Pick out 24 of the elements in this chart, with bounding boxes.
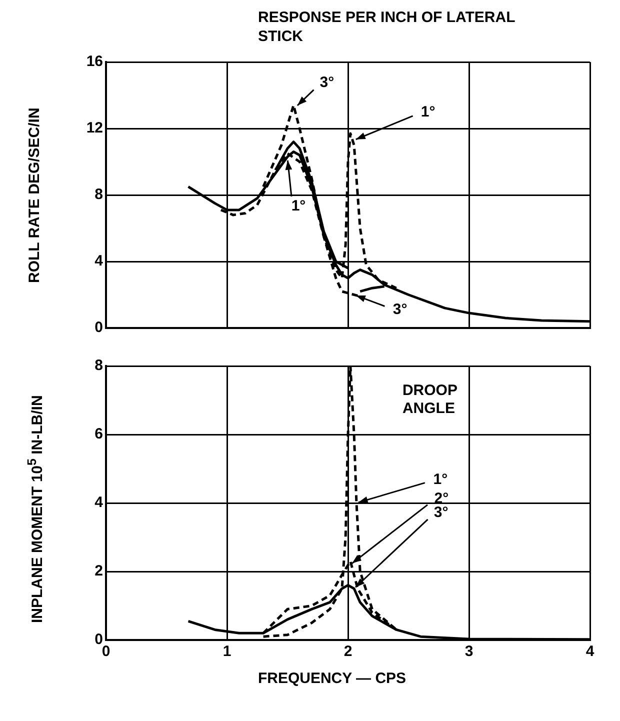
annotation: 3° xyxy=(434,504,448,521)
y-tick-label: 4 xyxy=(94,252,104,270)
y-tick-label: 8 xyxy=(94,186,103,204)
y-tick-label: 8 xyxy=(94,357,103,374)
x-tick-label: 3 xyxy=(464,643,474,660)
chart-title: RESPONSE PER INCH OF LATERAL STICK xyxy=(258,8,516,47)
x-tick-label: 2 xyxy=(344,643,352,660)
annotation: 1° xyxy=(433,471,448,488)
y-tick-label: 16 xyxy=(86,53,103,70)
x-tick-label: 4 xyxy=(586,643,595,660)
annotation: 1° xyxy=(420,103,436,120)
annotation: 3° xyxy=(320,74,334,92)
x-axis-title: FREQUENCY — CPS xyxy=(256,670,408,687)
y-tick-label: 6 xyxy=(94,426,103,443)
annotation: 1° xyxy=(291,198,306,215)
annotation: DROOP ANGLE xyxy=(402,382,458,418)
y-tick-label: 2 xyxy=(94,562,103,580)
y-tick-label: 12 xyxy=(86,120,103,137)
x-tick-label: 1 xyxy=(222,643,232,660)
y-tick-label: 4 xyxy=(94,494,104,512)
annotation: 3° xyxy=(392,300,408,318)
y-tick-label: 0 xyxy=(94,631,103,648)
y-tick-label: 0 xyxy=(94,319,103,336)
y-axis-title: ROLL RATE DEG/SEC/IN xyxy=(25,106,44,285)
